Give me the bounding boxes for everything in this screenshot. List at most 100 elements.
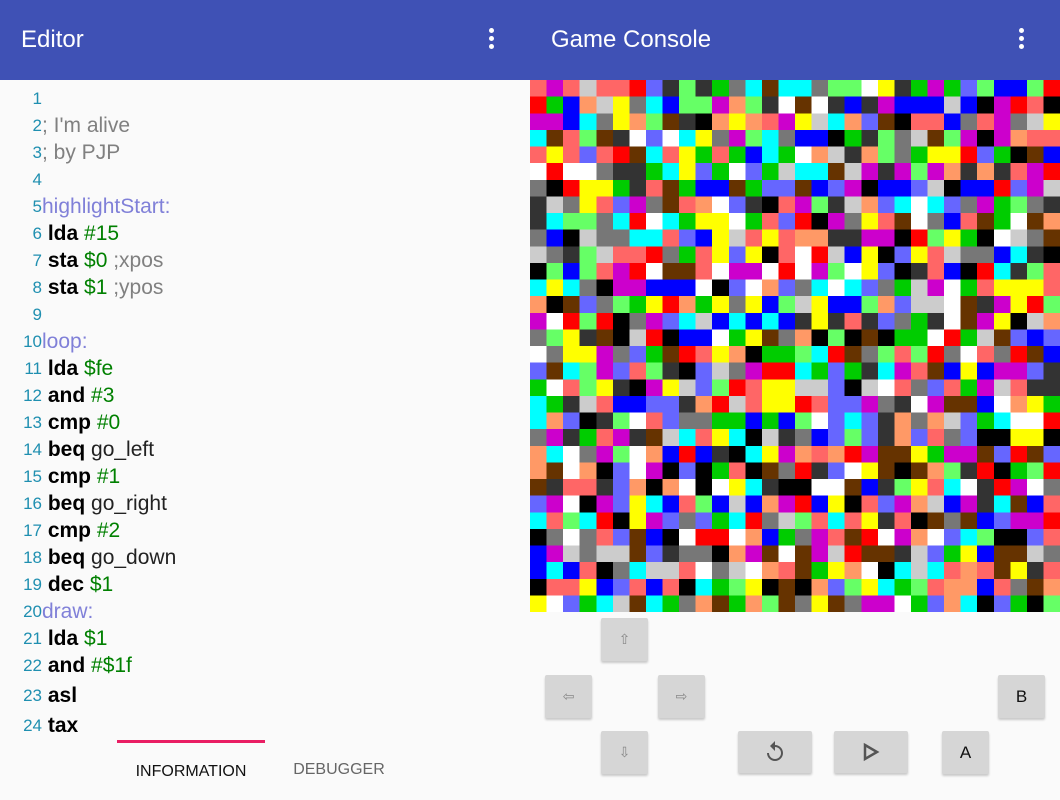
screen-pixel bbox=[960, 296, 978, 314]
screen-pixel bbox=[778, 429, 796, 447]
line-number: 14 bbox=[23, 439, 42, 459]
screen-pixel bbox=[629, 196, 647, 214]
screen-pixel bbox=[645, 346, 663, 363]
screen-pixel bbox=[811, 179, 829, 197]
code-line: 9 bbox=[0, 301, 42, 328]
screen-pixel bbox=[811, 312, 829, 330]
screen-pixel bbox=[629, 462, 647, 480]
screen-pixel bbox=[828, 246, 846, 264]
screen-pixel bbox=[993, 129, 1011, 147]
screen-pixel bbox=[960, 179, 978, 197]
screen-pixel bbox=[1026, 296, 1044, 314]
screen-pixel bbox=[761, 412, 779, 430]
screen-pixel bbox=[579, 545, 597, 563]
a-button[interactable]: A bbox=[942, 731, 989, 774]
screen-pixel bbox=[1043, 545, 1060, 563]
screen-pixel bbox=[662, 146, 680, 164]
screen-pixel bbox=[1026, 445, 1044, 463]
screen-pixel bbox=[910, 296, 928, 314]
left-button[interactable]: ⇦ bbox=[545, 675, 592, 718]
screen-pixel bbox=[877, 296, 895, 314]
screen-pixel bbox=[1010, 346, 1028, 363]
screen-pixel bbox=[679, 279, 696, 297]
screen-pixel bbox=[778, 146, 796, 164]
code-editor[interactable]: 1 2; I'm alive 3; by PJP 4 5 highlightStart: 6… bbox=[0, 80, 530, 740]
screen-pixel bbox=[645, 163, 663, 181]
screen-pixel bbox=[745, 595, 763, 612]
play-icon bbox=[863, 742, 880, 762]
screen-pixel bbox=[563, 96, 581, 114]
screen-pixel bbox=[645, 113, 663, 131]
screen-pixel bbox=[679, 462, 696, 480]
screen-pixel bbox=[712, 479, 730, 496]
screen-pixel bbox=[861, 528, 879, 546]
screen-pixel bbox=[1026, 578, 1044, 596]
screen-pixel bbox=[612, 129, 630, 147]
screen-pixel bbox=[960, 462, 978, 480]
line-number: 7 bbox=[32, 250, 42, 270]
screen-pixel bbox=[530, 80, 547, 97]
screen-pixel bbox=[778, 246, 796, 264]
screen-pixel bbox=[795, 179, 812, 197]
screen-pixel bbox=[546, 163, 564, 181]
line-number: 12 bbox=[23, 385, 42, 405]
screen-pixel bbox=[1010, 113, 1028, 131]
screen-pixel bbox=[563, 545, 581, 563]
screen-pixel bbox=[596, 346, 614, 363]
screen-pixel bbox=[712, 528, 730, 546]
up-button[interactable]: ⇧ bbox=[601, 618, 648, 661]
screen-pixel bbox=[861, 146, 879, 164]
console-overflow-menu-icon[interactable] bbox=[1019, 28, 1025, 52]
tab-information[interactable]: INFORMATION bbox=[117, 740, 265, 800]
screen-pixel bbox=[795, 296, 812, 314]
screen-pixel bbox=[546, 379, 564, 397]
screen-pixel bbox=[877, 146, 895, 164]
code-token-arg: #$1f bbox=[91, 653, 132, 677]
screen-pixel bbox=[596, 395, 614, 413]
screen-pixel bbox=[645, 429, 663, 447]
code-token-op: sta bbox=[42, 248, 85, 272]
screen-pixel bbox=[844, 395, 862, 413]
code-token-op: dec bbox=[42, 572, 90, 596]
screen-pixel bbox=[861, 595, 879, 612]
screen-pixel bbox=[596, 296, 614, 314]
screen-pixel bbox=[530, 429, 547, 447]
code-token-comment: ;xpos bbox=[107, 248, 164, 272]
screen-pixel bbox=[811, 412, 829, 430]
screen-pixel bbox=[596, 229, 614, 247]
play-button[interactable] bbox=[834, 731, 908, 773]
screen-pixel bbox=[993, 445, 1011, 463]
screen-pixel bbox=[944, 163, 961, 181]
screen-pixel bbox=[579, 512, 597, 530]
screen-pixel bbox=[993, 196, 1011, 214]
screen-pixel bbox=[993, 96, 1011, 114]
right-button[interactable]: ⇨ bbox=[658, 675, 705, 718]
screen-pixel bbox=[745, 329, 763, 347]
line-number: 1 bbox=[32, 88, 42, 108]
screen-pixel bbox=[960, 163, 978, 181]
screen-pixel bbox=[1043, 362, 1060, 380]
down-button[interactable]: ⇩ bbox=[601, 731, 648, 774]
editor-overflow-menu-icon[interactable] bbox=[489, 28, 495, 52]
code-token-arg: $1 bbox=[89, 572, 114, 596]
screen-pixel bbox=[993, 179, 1011, 197]
screen-pixel bbox=[894, 362, 912, 380]
screen-pixel bbox=[1026, 395, 1044, 413]
screen-pixel bbox=[844, 179, 862, 197]
screen-pixel bbox=[927, 595, 945, 612]
screen-pixel bbox=[894, 528, 912, 546]
screen-pixel bbox=[960, 113, 978, 131]
screen-pixel bbox=[745, 296, 763, 314]
screen-pixel bbox=[745, 96, 763, 114]
screen-pixel bbox=[795, 429, 812, 447]
screen-pixel bbox=[712, 362, 730, 380]
screen-pixel bbox=[844, 213, 862, 230]
screen-pixel bbox=[927, 129, 945, 147]
screen-pixel bbox=[662, 296, 680, 314]
screen-pixel bbox=[960, 512, 978, 530]
tab-debugger[interactable]: DEBUGGER bbox=[270, 740, 408, 800]
screen-pixel bbox=[546, 545, 564, 563]
reset-button[interactable] bbox=[738, 731, 812, 773]
b-button[interactable]: B bbox=[998, 675, 1045, 718]
screen-pixel bbox=[828, 512, 846, 530]
